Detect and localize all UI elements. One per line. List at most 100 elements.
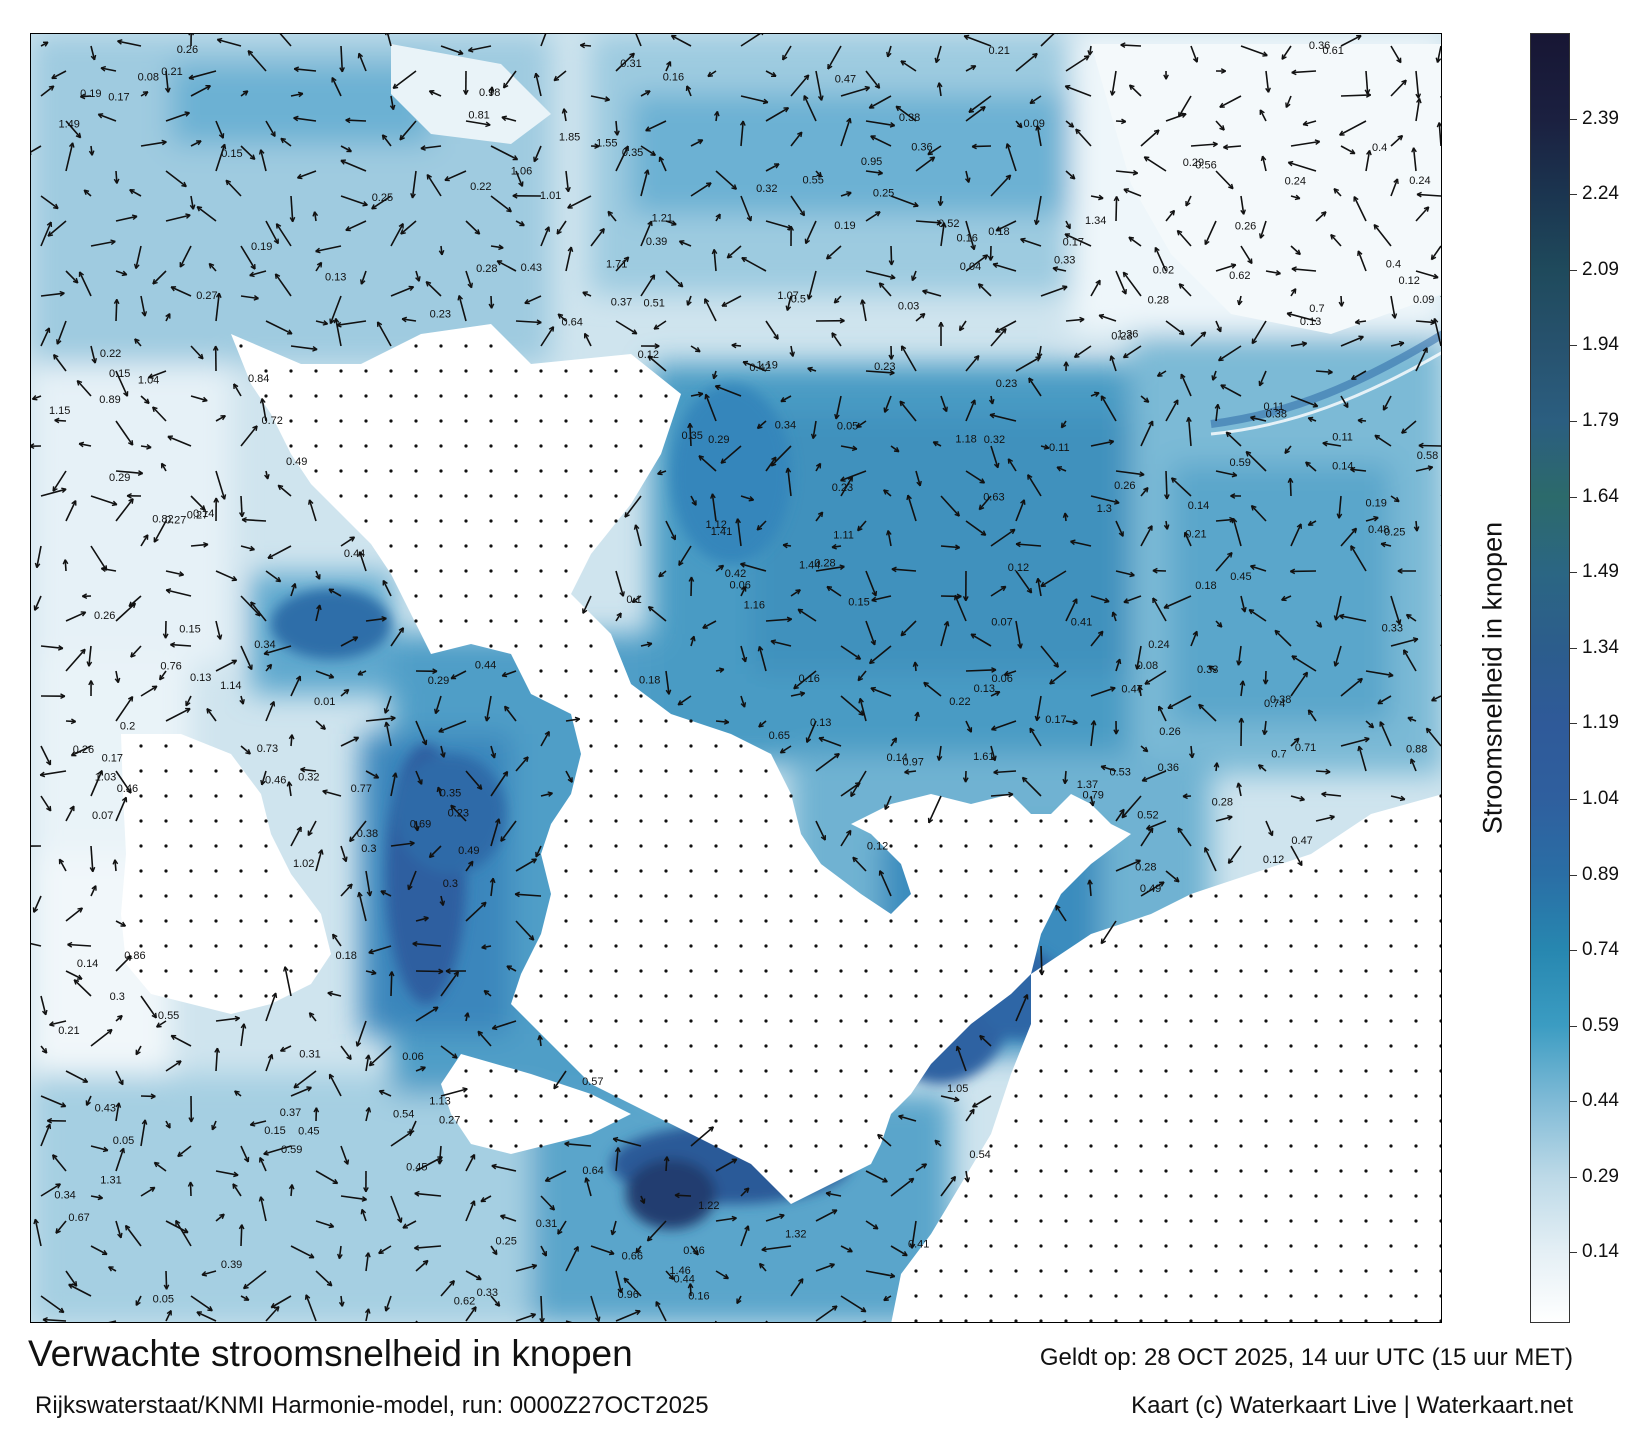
- current-arrowhead: [471, 1306, 477, 1312]
- current-arrow: [33, 895, 42, 913]
- current-arrow: [927, 145, 942, 156]
- current-arrowhead: [1354, 319, 1361, 325]
- current-arrowhead: [804, 238, 811, 245]
- grid-dot: [1389, 844, 1393, 848]
- current-arrowhead: [127, 440, 134, 446]
- grid-dot: [989, 1319, 993, 1322]
- current-speed-map[interactable]: 0.23 0.27 0.18 0.28 0.19 0.16 0.17 0.24 0.25 0.21…: [30, 33, 1442, 1323]
- current-arrow: [165, 1220, 189, 1234]
- current-arrow: [290, 92, 304, 97]
- current-arrowhead: [133, 263, 140, 270]
- grid-dot: [1014, 894, 1018, 898]
- grid-dot: [1039, 869, 1043, 873]
- grid-dot: [989, 1269, 993, 1273]
- grid-dot: [639, 394, 643, 398]
- current-arrowhead: [338, 1301, 345, 1307]
- current-arrowhead: [1284, 448, 1290, 455]
- grid-dot: [639, 744, 643, 748]
- current-arrowhead: [78, 271, 85, 277]
- current-arrow: [40, 770, 67, 776]
- speed-label: 0.29: [109, 472, 130, 484]
- current-arrowhead: [1087, 879, 1093, 885]
- current-arrowhead: [130, 602, 137, 609]
- current-arrow: [831, 332, 842, 347]
- grid-dot: [839, 1069, 843, 1073]
- speed-label: 0.21: [1185, 529, 1206, 541]
- current-arrowhead: [1333, 661, 1340, 667]
- speed-label: 0.27: [165, 515, 186, 527]
- speed-label: 0.21: [58, 1025, 79, 1037]
- current-arrowhead: [181, 181, 187, 188]
- grid-dot: [1314, 1019, 1318, 1023]
- current-arrowhead: [533, 156, 539, 163]
- grid-dot: [1239, 944, 1243, 948]
- current-arrowhead: [462, 1087, 468, 1093]
- current-arrow: [40, 85, 55, 97]
- current-arrowhead: [91, 358, 97, 364]
- current-arrowhead: [150, 1093, 156, 1100]
- grid-dot: [1164, 994, 1168, 998]
- current-arrowhead: [604, 96, 611, 102]
- current-arrow: [815, 1305, 838, 1322]
- grid-dot: [1264, 919, 1268, 923]
- current-arrow: [1350, 468, 1367, 472]
- current-arrowhead: [270, 131, 276, 137]
- current-arrow: [790, 589, 801, 597]
- current-arrowhead: [1357, 250, 1363, 256]
- current-arrowhead: [362, 201, 368, 207]
- current-arrowhead: [185, 213, 191, 219]
- current-arrow: [871, 595, 892, 602]
- current-arrow: [90, 1028, 113, 1047]
- grid-dot: [1114, 1119, 1118, 1123]
- colorbar-tick-mark: [1570, 1101, 1577, 1103]
- grid-dot: [1214, 969, 1218, 973]
- grid-dot: [1214, 1244, 1218, 1248]
- current-arrowhead: [467, 282, 473, 289]
- current-arrow: [565, 770, 573, 783]
- grid-dot: [564, 669, 568, 673]
- current-arrowhead: [293, 115, 299, 122]
- current-arrow: [415, 720, 427, 746]
- grid-dot: [764, 794, 768, 798]
- current-arrowhead: [899, 400, 905, 407]
- grid-dot: [589, 969, 593, 973]
- grid-dot: [214, 794, 218, 798]
- grid-dot: [589, 869, 593, 873]
- grid-dot: [1414, 1294, 1418, 1298]
- speed-label: 1.04: [138, 375, 159, 387]
- current-arrow: [1157, 370, 1167, 377]
- speed-label: 0.16: [688, 1291, 709, 1303]
- current-arrowhead: [266, 663, 273, 670]
- current-arrowhead: [129, 189, 135, 195]
- grid-dot: [389, 494, 393, 498]
- grid-dot: [614, 794, 618, 798]
- current-arrowhead: [70, 751, 77, 757]
- grid-dot: [289, 369, 293, 373]
- current-arrowhead: [594, 143, 600, 150]
- current-arrow: [1440, 644, 1441, 646]
- current-arrow: [56, 320, 67, 345]
- speed-label: 0.46: [117, 783, 138, 795]
- current-arrowhead: [741, 656, 748, 663]
- grid-dot: [1114, 1094, 1118, 1098]
- grid-dot: [939, 1319, 943, 1322]
- current-arrowhead: [1087, 50, 1094, 56]
- current-arrowhead: [1114, 499, 1120, 505]
- current-arrowhead: [609, 1249, 615, 1256]
- current-arrowhead: [514, 891, 520, 898]
- grid-dot: [1439, 1044, 1441, 1048]
- current-arrowhead: [234, 1015, 240, 1022]
- grid-dot: [964, 894, 968, 898]
- current-arrowhead: [61, 487, 67, 494]
- current-arrowhead: [1143, 486, 1149, 493]
- current-arrow: [690, 1126, 714, 1147]
- current-arrow: [995, 220, 1017, 232]
- grid-dot: [539, 469, 543, 473]
- current-arrowhead: [170, 1034, 177, 1041]
- speed-label: 0.65: [769, 730, 790, 742]
- current-arrowhead: [1083, 55, 1090, 61]
- current-arrow: [815, 1209, 838, 1222]
- current-arrow: [315, 1220, 334, 1228]
- grid-dot: [1189, 1294, 1193, 1298]
- grid-dot: [689, 1019, 693, 1023]
